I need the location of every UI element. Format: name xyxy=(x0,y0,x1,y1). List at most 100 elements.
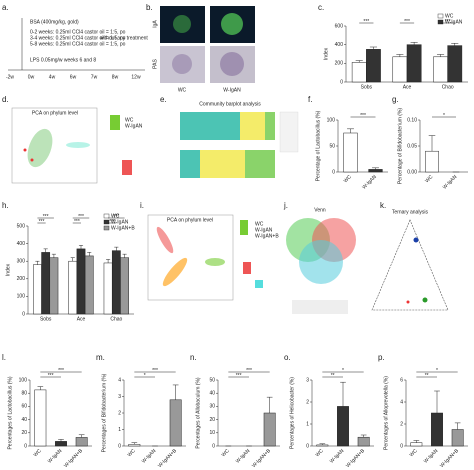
y-axis-label: Percentage of Lactobacillus (%) xyxy=(315,110,321,181)
x-tick-label: Ace xyxy=(403,84,412,90)
y-tick-label: 20 xyxy=(21,430,27,436)
x-tick-label: WC xyxy=(409,448,419,458)
bar xyxy=(368,169,383,173)
histology: IgA PAS WC W-IgAN xyxy=(152,6,255,93)
legend-label: W-IgAN+B xyxy=(255,233,279,239)
bar xyxy=(337,406,349,447)
x-tick-label: WC xyxy=(127,448,137,458)
x-tick-label: W-IgAN xyxy=(423,448,440,465)
x-tick-label: WC xyxy=(315,448,325,458)
x-tick-label: Ace xyxy=(77,316,86,322)
y-tick-label: 100 xyxy=(19,377,28,383)
timeline-tick: 8w xyxy=(112,74,119,80)
significance-label: * xyxy=(436,368,438,374)
y-tick-label: 3 xyxy=(306,377,309,383)
significance-label: *** xyxy=(404,19,410,25)
y-tick-label: 200 xyxy=(17,276,26,282)
y-tick-label: 4 xyxy=(400,399,403,405)
timeline-text: 0-2 weeks: 0.25ml CCl4 castor oil = 1:5,… xyxy=(30,29,126,35)
bar xyxy=(431,412,443,447)
timeline-tick: -2w xyxy=(6,74,14,80)
x-tick-label: W-IgAN+B xyxy=(345,448,366,469)
bar xyxy=(366,49,381,83)
bar xyxy=(263,412,276,447)
x-tick-label: WC xyxy=(33,448,43,458)
legend-label: WC xyxy=(255,221,264,227)
y-tick-label: 20 xyxy=(209,417,215,423)
y-axis-label: Percentage of Bifidobacterium (%) xyxy=(397,108,403,184)
significance-label: *** xyxy=(58,368,64,374)
pca-plot: PCA on phylum level WC W-IgAN xyxy=(11,107,143,184)
y-tick-label: 100 xyxy=(17,294,26,300)
row-label: PAS xyxy=(152,59,158,69)
pca-plot: PCA on phylum level WC W-IgAN W-IgAN+B xyxy=(147,214,279,301)
panel-label: f. xyxy=(308,95,312,104)
y-tick-label: 40 xyxy=(209,391,215,397)
significance-label: *** xyxy=(360,113,366,119)
panel-label: a. xyxy=(2,3,9,12)
significance-label: ** xyxy=(425,373,429,379)
timeline-text: BSA (400mg/kg, gold) xyxy=(30,19,79,25)
timeline-tick: 6w xyxy=(70,74,77,80)
bar xyxy=(103,262,113,315)
plot-title: Venn xyxy=(314,207,326,213)
y-tick-label: 0.10 xyxy=(407,117,417,123)
y-tick-label: 6 xyxy=(400,377,403,383)
significance-label: *** xyxy=(445,19,451,25)
legend-label: W-IgAN+B xyxy=(111,225,135,231)
panel-label: o. xyxy=(284,353,291,362)
significance-label: *** xyxy=(363,19,369,25)
x-tick-label: W-IgAN+B xyxy=(439,448,460,469)
panel-label: m. xyxy=(96,353,105,362)
y-tick-label: 0 xyxy=(22,311,25,317)
panel-label: i. xyxy=(140,201,144,210)
panel-label: j. xyxy=(283,201,288,210)
col-label: W-IgAN xyxy=(223,87,241,93)
significance-label: *** xyxy=(43,214,49,220)
legend-swatch xyxy=(103,225,110,231)
panel-label: n. xyxy=(190,353,197,362)
venn: Venn xyxy=(286,207,356,314)
legend-swatch xyxy=(437,19,444,25)
x-tick-label: Sobs xyxy=(40,316,52,322)
legend-label: W-IgAN xyxy=(111,219,129,225)
y-tick-label: 4 xyxy=(118,377,121,383)
y-tick-label: 400 xyxy=(17,241,26,247)
y-tick-label: 80 xyxy=(21,391,27,397)
bar xyxy=(169,399,182,447)
timeline: BSA (400mg/kg, gold) 0-2 weeks: 0.25ml C… xyxy=(8,18,148,71)
y-tick-label: 0 xyxy=(332,169,335,175)
bar xyxy=(392,56,408,83)
y-tick-label: 0.00 xyxy=(407,169,417,175)
bar xyxy=(451,429,464,447)
bar xyxy=(84,255,94,315)
x-tick-label: Chao xyxy=(110,316,122,322)
x-tick-label: W-IgAN xyxy=(141,448,158,465)
y-tick-label: 0 xyxy=(118,443,121,449)
panel-label: l. xyxy=(2,353,6,362)
significance-label: *** xyxy=(48,373,54,379)
row-label: IgA xyxy=(152,20,158,28)
y-tick-label: 50 xyxy=(329,143,335,149)
panel-label: c. xyxy=(318,3,324,12)
timeline-text: 3-4 weeks: 0.25ml CCl4 castor oil = 1:5,… xyxy=(30,35,126,41)
y-tick-label: 100 xyxy=(327,117,336,123)
x-tick-label: Chao xyxy=(442,84,454,90)
panel-label: h. xyxy=(2,201,9,210)
bar xyxy=(425,150,439,173)
legend-label: W-IgAN xyxy=(125,123,143,129)
y-tick-label: 200 xyxy=(335,61,344,67)
timeline-note: without any treatment xyxy=(100,35,148,41)
y-tick-label: 300 xyxy=(17,259,26,265)
y-tick-label: 0 xyxy=(306,443,309,449)
significance-label: * xyxy=(342,368,344,374)
y-tick-label: 3 xyxy=(118,394,121,400)
legend-swatch xyxy=(103,213,110,219)
significance-label: * xyxy=(443,113,445,119)
y-axis-label: Percentages of Bifidobacterium (%) xyxy=(101,373,107,452)
bar xyxy=(433,56,448,83)
bar xyxy=(447,45,463,83)
bar xyxy=(34,389,47,447)
legend-swatch xyxy=(103,219,110,225)
